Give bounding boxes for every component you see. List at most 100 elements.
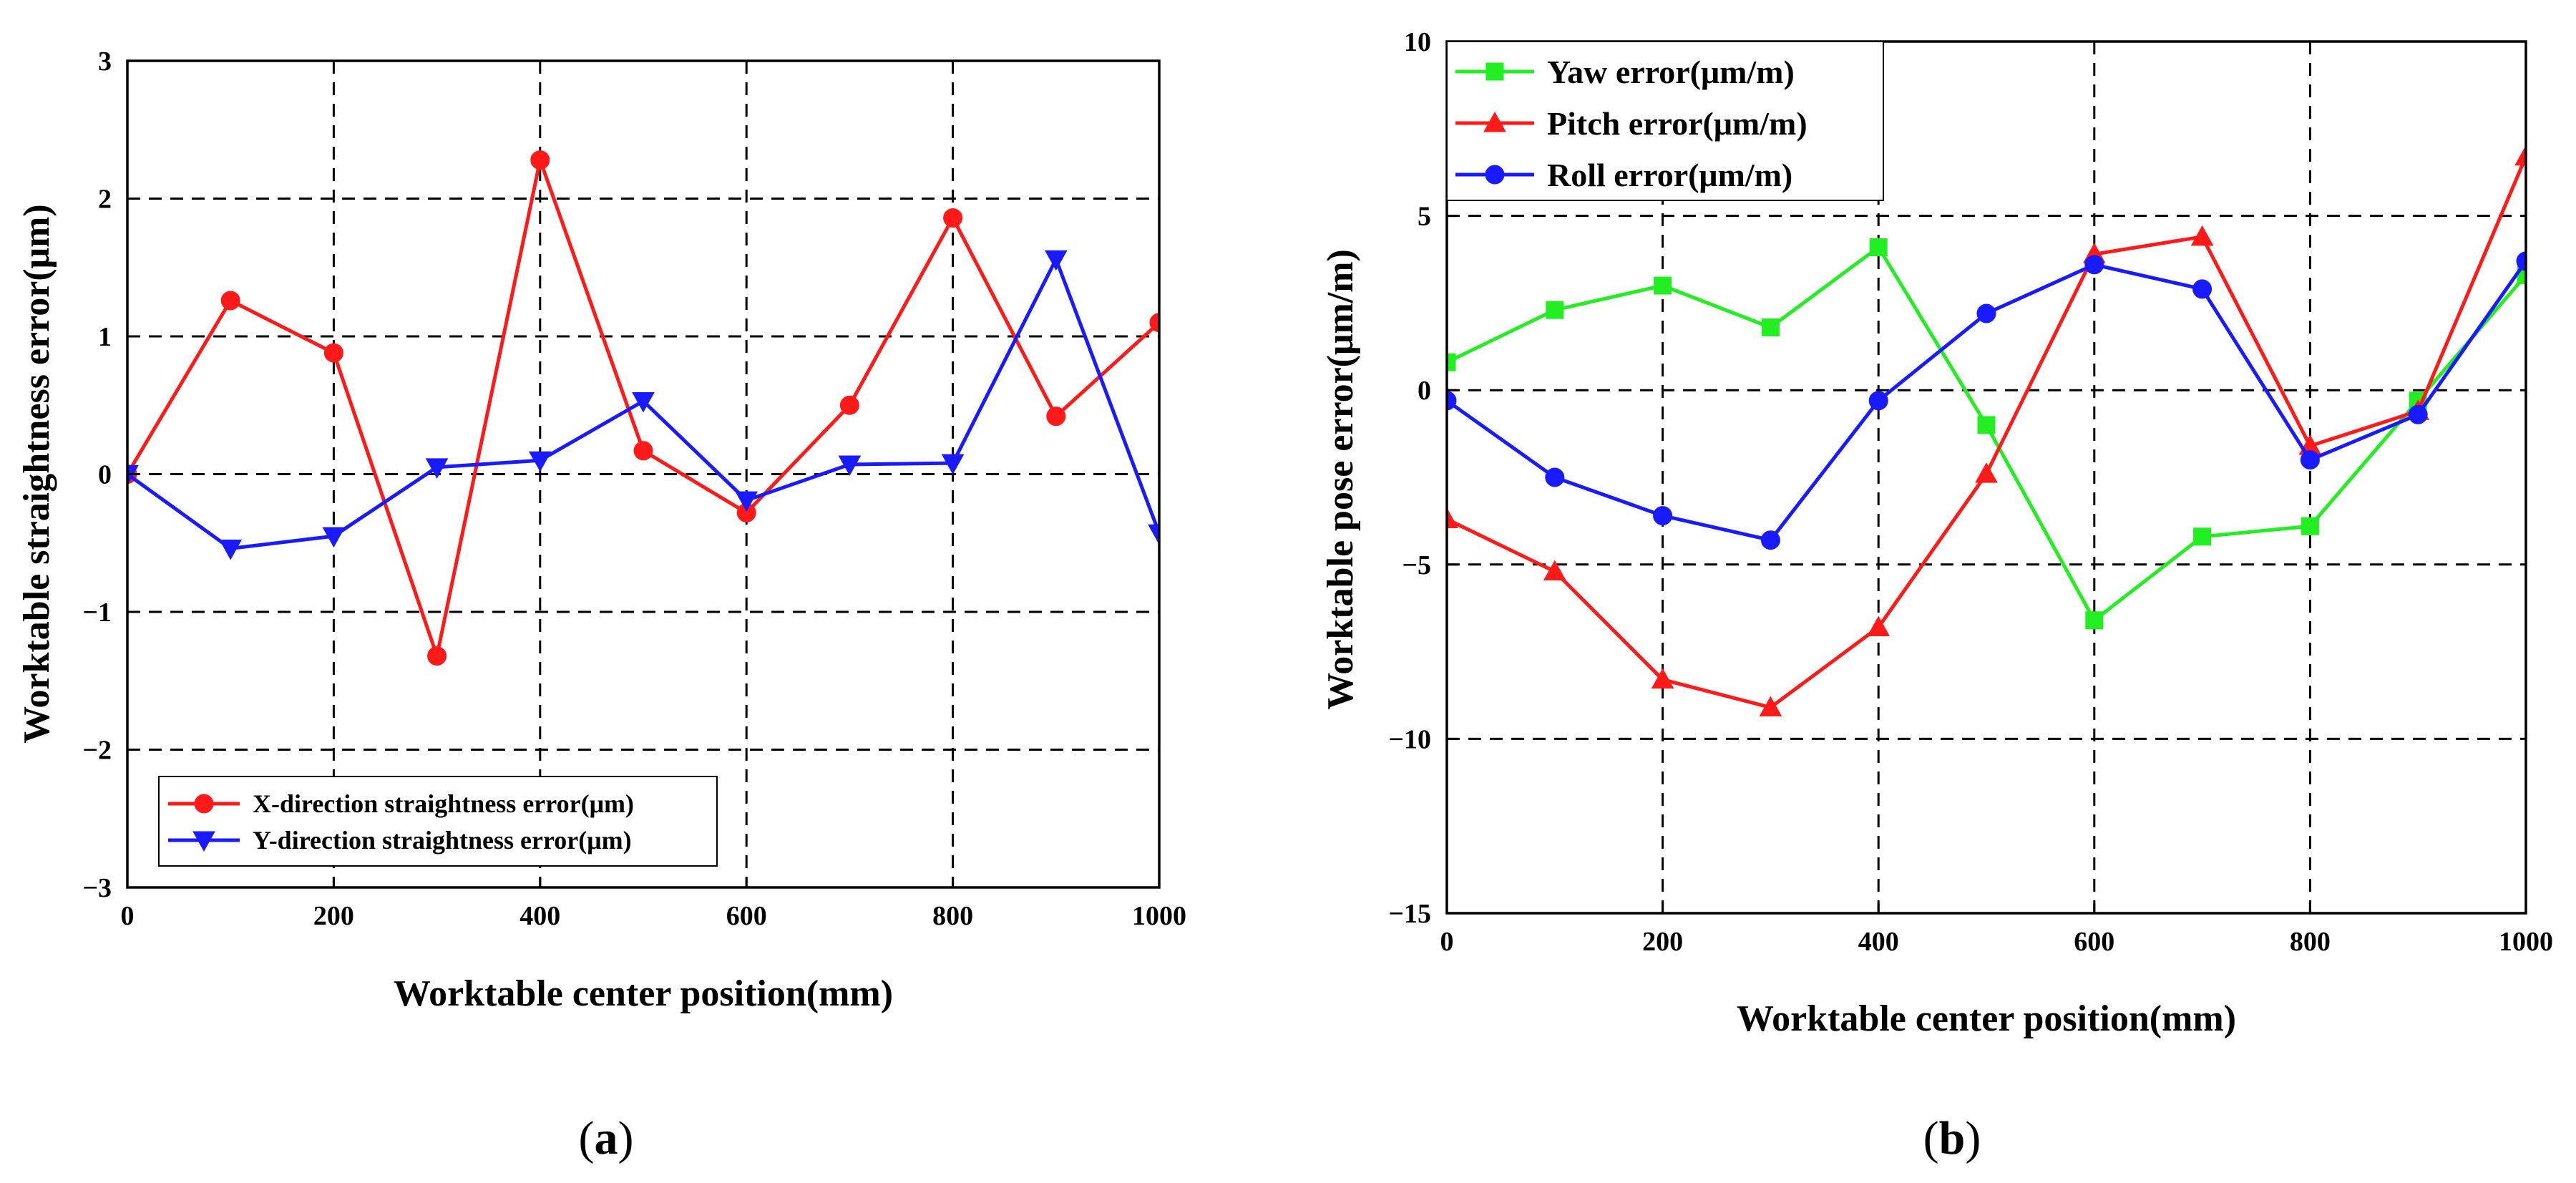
chart-b-y-axis-label: Worktable pose error(μm/m) [1320, 249, 1361, 710]
y-tick-label: −5 [1402, 550, 1431, 580]
series-1-point [425, 458, 449, 479]
y-tick-label: 2 [98, 185, 112, 215]
x-tick-label: 200 [313, 901, 354, 931]
y-tick-label: 0 [98, 460, 112, 490]
series-0-point [633, 441, 653, 461]
series-1-point [1867, 615, 1890, 636]
series-0-point [2085, 611, 2104, 630]
series-0-point [220, 291, 240, 311]
x-tick-label: 800 [932, 901, 973, 931]
legend-marker-0 [1485, 62, 1504, 81]
series-0-point [1046, 406, 1066, 427]
series-1-point [1044, 250, 1068, 271]
legend-label-2: Roll error(μm/m) [1547, 157, 1792, 193]
series-0-point [1654, 276, 1672, 295]
series-1-point [322, 527, 346, 548]
series-1-point [1975, 462, 1998, 483]
chart-a: 0 200 400 600 800 1000 −3 −2 −1 0 1 2 3 Worktable ce… [16, 47, 1186, 1014]
plot-area [1447, 145, 2526, 717]
x-tick-label: 400 [519, 901, 560, 931]
chart-b-legend: Yaw error(μm/m) Pitch error(μm/m) Roll err… [1446, 41, 1884, 201]
legend-marker-0 [194, 794, 214, 814]
series-2-point [2408, 404, 2428, 424]
chart-b: 0 200 400 600 800 1000 −15 −10 −5 0 5 10 Worktable … [1320, 27, 2553, 1039]
series-1-point [2514, 145, 2526, 166]
chart-a-y-axis-label: Worktable straightness error(μm) [16, 204, 57, 744]
series-0-point [1761, 318, 1780, 337]
series-2-point [2300, 450, 2320, 470]
y-tick-label: 3 [98, 47, 112, 77]
legend-marker-1 [1483, 111, 1506, 132]
x-tick-label: 600 [2074, 927, 2114, 957]
x-tick-label: 0 [1440, 927, 1454, 957]
x-tick-label: 600 [726, 901, 767, 931]
x-tick-label: 200 [1642, 927, 1683, 957]
panel-b-caption: (b) [1923, 1112, 1981, 1164]
series-0-point [2301, 517, 2319, 535]
series-2-point [1760, 530, 1780, 550]
series-1-point [941, 454, 965, 475]
series-2-point [2084, 255, 2104, 275]
y-tick-label: 10 [1404, 27, 1431, 57]
chart-a-tick-labels: 0 200 400 600 800 1000 −3 −2 −1 0 1 2 3 [82, 47, 1186, 931]
series-1-point [632, 391, 655, 413]
series-1-point [219, 539, 243, 560]
series-1-point [1447, 507, 1458, 528]
chart-b-series [1447, 145, 2526, 717]
chart-a-x-axis-label: Worktable center position(mm) [394, 973, 893, 1014]
series-1-point [735, 491, 758, 512]
series-0-point [530, 150, 550, 170]
panel-a-caption: (a) [579, 1112, 634, 1164]
chart-b-tick-labels: 0 200 400 600 800 1000 −15 −10 −5 0 5 10 [1388, 27, 2553, 957]
series-0-point [1546, 301, 1564, 319]
x-tick-label: 1000 [1132, 901, 1186, 931]
y-tick-label: −10 [1388, 724, 1431, 754]
x-tick-label: 0 [121, 901, 135, 931]
legend-marker-1 [192, 831, 215, 852]
chart-a-legend: X-direction straightness error(μm) Y-dire… [158, 776, 718, 867]
chart-a-legend-box [158, 776, 718, 867]
series-2-point [1545, 467, 1565, 487]
series-0-point [427, 646, 447, 666]
plot-area [127, 150, 1159, 666]
y-tick-label: −2 [82, 736, 112, 766]
legend-marker-2 [1485, 165, 1505, 185]
y-tick-label: −3 [82, 873, 112, 903]
series-0-point [1869, 238, 1888, 256]
legend-label-1: Y-direction straightness error(μm) [253, 826, 632, 855]
series-0-point [323, 343, 343, 363]
series-0-point [1149, 313, 1159, 333]
series-1-point [1651, 668, 1674, 689]
x-tick-label: 400 [1858, 927, 1899, 957]
legend-label-0: Yaw error(μm/m) [1547, 54, 1795, 90]
y-tick-label: 5 [1418, 202, 1431, 232]
x-tick-label: 1000 [2499, 927, 2553, 957]
series-2-point [1447, 391, 1457, 411]
chart-b-gridlines [1447, 42, 2526, 913]
y-tick-label: 0 [1418, 376, 1431, 406]
series-0-point [839, 395, 859, 415]
y-tick-label: −1 [82, 598, 112, 628]
series-2-point [2192, 279, 2212, 299]
series-1-point [2190, 225, 2214, 246]
series-1-point [1148, 524, 1159, 545]
series-1-point [838, 455, 862, 477]
series-2-point [2516, 251, 2526, 271]
series-1-point [528, 451, 552, 472]
chart-b-plot-frame [1445, 40, 2527, 915]
legend-label-0: X-direction straightness error(μm) [253, 789, 634, 818]
series-line-2 [1447, 260, 2526, 542]
x-tick-label: 800 [2290, 927, 2331, 957]
series-0-point [1977, 416, 1996, 434]
chart-a-series [127, 150, 1159, 666]
chart-a-gridlines [127, 61, 1159, 887]
chart-b-x-axis-label: Worktable center position(mm) [1737, 998, 2236, 1039]
series-0-point [2193, 527, 2212, 546]
series-2-point [1653, 506, 1673, 526]
series-0-point [943, 208, 963, 228]
legend-label-1: Pitch error(μm/m) [1547, 105, 1807, 142]
series-1-point [1543, 560, 1566, 581]
series-2-point [1976, 303, 1996, 323]
y-tick-label: 1 [98, 322, 112, 352]
